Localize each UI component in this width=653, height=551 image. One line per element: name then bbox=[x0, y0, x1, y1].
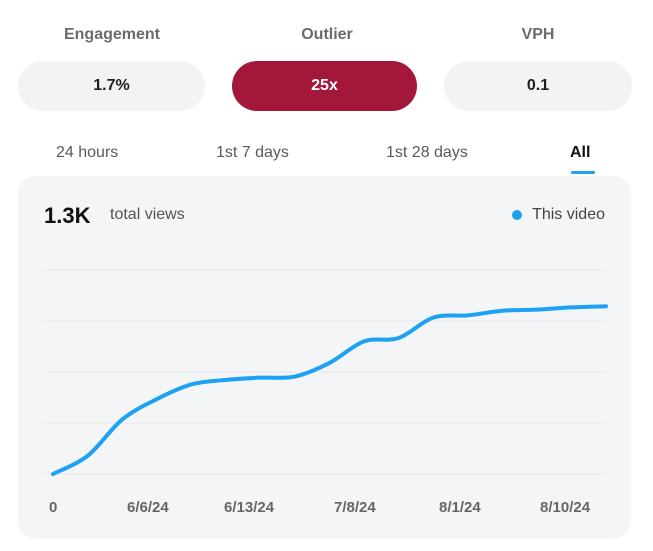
tab-1st-7-days[interactable]: 1st 7 days bbox=[216, 144, 289, 161]
x-tick-label: 7/8/24 bbox=[334, 499, 376, 516]
outlier-value: 25x bbox=[232, 61, 417, 111]
engagement-label: Engagement bbox=[63, 26, 160, 43]
total-views-label: total views bbox=[110, 206, 185, 223]
vph-label: VPH bbox=[521, 26, 555, 43]
legend-label: This video bbox=[532, 206, 605, 223]
total-views-value: 1.3K bbox=[44, 203, 91, 228]
x-tick-label: 0 bbox=[49, 499, 58, 516]
outlier-label: Outlier bbox=[301, 26, 353, 43]
active-tab-indicator bbox=[571, 171, 595, 174]
x-tick-label: 6/13/24 bbox=[224, 499, 275, 516]
vph-value: 0.1 bbox=[444, 61, 632, 111]
views-card bbox=[18, 176, 631, 539]
series-line-this-video bbox=[51, 304, 608, 476]
x-tick-label: 6/6/24 bbox=[127, 499, 169, 516]
tab-24-hours[interactable]: 24 hours bbox=[56, 144, 119, 161]
x-tick-label: 8/1/24 bbox=[439, 499, 481, 516]
tab-1st-28-days[interactable]: 1st 28 days bbox=[386, 144, 468, 161]
legend-dot-icon bbox=[512, 210, 523, 220]
engagement-value: 1.7% bbox=[18, 61, 205, 111]
tab-all[interactable]: All bbox=[570, 144, 591, 161]
chart-legend: This video bbox=[512, 206, 605, 224]
x-tick-label: 8/10/24 bbox=[540, 499, 591, 516]
